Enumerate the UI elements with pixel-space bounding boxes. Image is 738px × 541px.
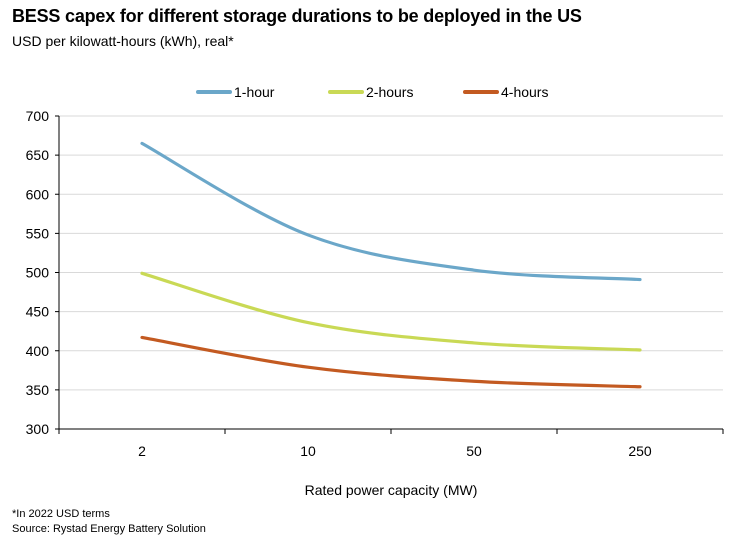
x-tick-label: 250 bbox=[628, 443, 652, 459]
legend-item: 2-hours bbox=[328, 84, 413, 100]
legend-item: 4-hours bbox=[463, 84, 548, 100]
y-tick-label: 350 bbox=[26, 382, 50, 398]
x-tick-label: 10 bbox=[300, 443, 316, 459]
x-tick-label: 50 bbox=[466, 443, 482, 459]
legend-label: 1-hour bbox=[234, 84, 275, 100]
series-line-1-hour bbox=[140, 141, 642, 282]
legend-label: 2-hours bbox=[366, 84, 414, 100]
x-axis-label: Rated power capacity (MW) bbox=[305, 482, 478, 498]
y-tick-label: 500 bbox=[26, 265, 50, 281]
y-tick-label: 450 bbox=[26, 304, 50, 320]
series-line-4-hours bbox=[140, 335, 642, 389]
y-tick-label: 700 bbox=[26, 108, 50, 124]
source-note: Source: Rystad Energy Battery Solution bbox=[12, 523, 206, 535]
legend-swatch bbox=[328, 90, 364, 94]
y-tick-label: 400 bbox=[26, 343, 50, 359]
x-tick-label: 2 bbox=[138, 443, 146, 459]
chart-title: BESS capex for different storage duratio… bbox=[12, 6, 582, 26]
legend-label: 4-hours bbox=[501, 84, 549, 100]
series-line-2-hours bbox=[140, 271, 642, 352]
legend-swatch bbox=[196, 90, 232, 94]
y-tick-label: 650 bbox=[26, 147, 50, 163]
legend: 1-hour 2-hours 4-hours bbox=[0, 84, 738, 104]
chart-subtitle: USD per kilowatt-hours (kWh), real* bbox=[12, 33, 234, 49]
y-tick-label: 550 bbox=[26, 225, 50, 241]
legend-swatch bbox=[463, 90, 499, 94]
legend-item: 1-hour bbox=[196, 84, 274, 100]
footnote: *In 2022 USD terms bbox=[12, 508, 110, 520]
y-tick-label: 600 bbox=[26, 186, 50, 202]
y-tick-label: 300 bbox=[26, 421, 50, 437]
